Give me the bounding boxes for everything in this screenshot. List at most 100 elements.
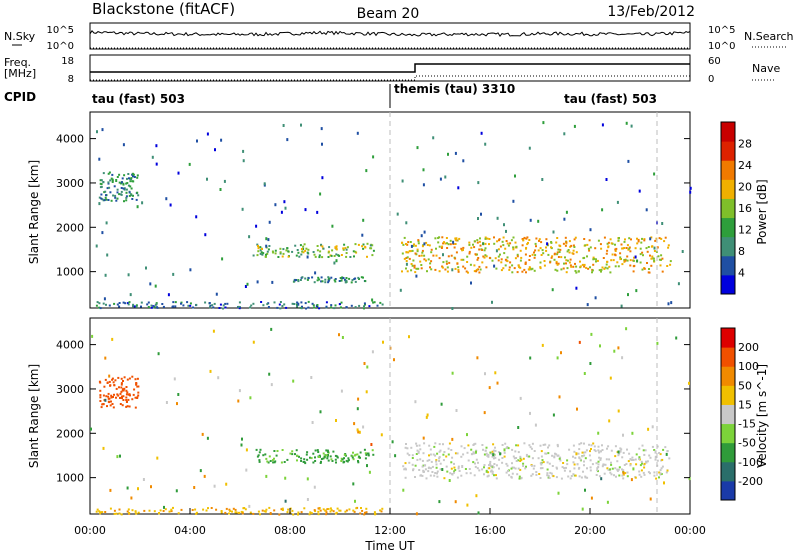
scatter-cell: [327, 281, 330, 284]
scatter-cell: [477, 217, 479, 220]
scatter-cell: [643, 239, 646, 242]
scatter-cell: [113, 512, 116, 515]
scatter-cell: [498, 238, 501, 241]
scatter-cell: [403, 236, 406, 239]
scatter-cell: [653, 474, 656, 477]
scatter-cell: [555, 453, 558, 456]
scatter-cell: [666, 450, 669, 453]
scatter-cell: [563, 467, 566, 470]
scatter-cell: [367, 452, 370, 455]
scatter-cell: [423, 442, 426, 445]
scatter-cell: [625, 121, 628, 125]
scatter-cell: [508, 268, 511, 271]
scatter-cell: [270, 383, 273, 387]
scatter-cell: [320, 458, 323, 460]
scatter-cell: [381, 303, 384, 306]
colorbar-tick-label: -15: [738, 418, 756, 431]
scatter-cell: [331, 249, 334, 252]
scatter-cell: [608, 458, 611, 461]
scatter-cell: [530, 447, 533, 450]
scatter-cell: [110, 394, 113, 397]
scatter-cell: [589, 459, 592, 462]
scatter-cell: [605, 178, 608, 181]
scatter-cell: [434, 454, 437, 457]
scatter-cell: [492, 466, 495, 469]
scatter-cell: [267, 461, 270, 464]
scatter-cell: [180, 302, 182, 305]
scatter-cell: [610, 242, 613, 245]
scatter-cell: [402, 243, 405, 246]
scatter-cell: [511, 448, 514, 451]
scatter-cell: [107, 400, 110, 403]
scatter-cell: [356, 131, 359, 135]
scatter-cell: [476, 467, 479, 470]
scatter-cell: [511, 472, 514, 475]
scatter-cell: [107, 181, 110, 184]
scatter-cell: [659, 453, 662, 456]
scatter-cell: [428, 444, 431, 447]
scatter-cell: [270, 327, 273, 331]
scatter-cell: [430, 260, 433, 263]
scatter-cell: [483, 256, 486, 259]
scatter-cell: [500, 261, 503, 264]
scatter-cell: [485, 255, 488, 258]
scatter-cell: [547, 253, 550, 256]
scatter-cell: [614, 265, 617, 268]
scatter-cell: [542, 121, 545, 125]
scatter-cell: [372, 453, 375, 456]
scatter-cell: [607, 241, 610, 244]
scatter-cell: [572, 249, 575, 252]
scatter-cell: [95, 510, 98, 513]
scatter-cell: [525, 465, 527, 468]
scatter-cell: [353, 510, 356, 513]
scatter-cell: [425, 259, 427, 262]
scatter-cell: [657, 255, 660, 258]
scatter-cell: [311, 302, 314, 305]
scatter-cell: [102, 394, 105, 397]
scatter-cell: [661, 458, 664, 461]
scatter-cell: [135, 305, 138, 308]
scatter-cell: [522, 465, 525, 467]
scatter-cell: [433, 445, 436, 448]
scatter-cell: [689, 190, 692, 194]
scatter-cell: [643, 462, 646, 465]
scatter-cell: [456, 239, 459, 242]
scatter-cell: [329, 507, 332, 510]
scatter-cell: [448, 479, 451, 482]
scatter-cell: [326, 457, 329, 460]
scatter-cell: [189, 302, 192, 305]
scatter-cell: [279, 301, 282, 303]
scatter-cell: [352, 451, 354, 454]
scatter-cell: [111, 377, 114, 380]
scatter-cell: [619, 252, 622, 255]
scatter-cell: [345, 252, 348, 254]
scatter-cell: [622, 471, 625, 475]
scatter-cell: [351, 456, 354, 459]
scatter-cell: [549, 261, 552, 264]
scatter-cell: [516, 255, 519, 258]
scatter-cell: [585, 449, 588, 452]
frequency-label-line2: [MHz]: [4, 67, 36, 80]
scatter-cell: [104, 378, 107, 381]
scatter-cell: [345, 509, 348, 512]
scatter-cell: [298, 255, 301, 258]
scatter-cell: [256, 455, 259, 458]
scatter-cell: [291, 250, 294, 253]
scatter-cell: [558, 395, 561, 399]
scatter-cell: [495, 249, 498, 253]
scatter-cell: [317, 276, 320, 279]
scatter-cell: [320, 460, 322, 463]
scatter-cell: [281, 449, 284, 451]
scatter-cell: [347, 457, 350, 460]
scatter-cell: [456, 452, 459, 455]
scatter-cell: [257, 510, 260, 513]
scatter-cell: [136, 174, 139, 177]
scatter-cell: [320, 280, 323, 283]
scatter-cell: [240, 443, 243, 447]
scatter-cell: [135, 512, 138, 515]
scatter-cell: [364, 280, 367, 283]
scatter-cell: [112, 406, 115, 409]
scatter-cell: [415, 442, 418, 445]
scatter-cell: [373, 511, 376, 514]
scatter-cell: [485, 446, 488, 449]
